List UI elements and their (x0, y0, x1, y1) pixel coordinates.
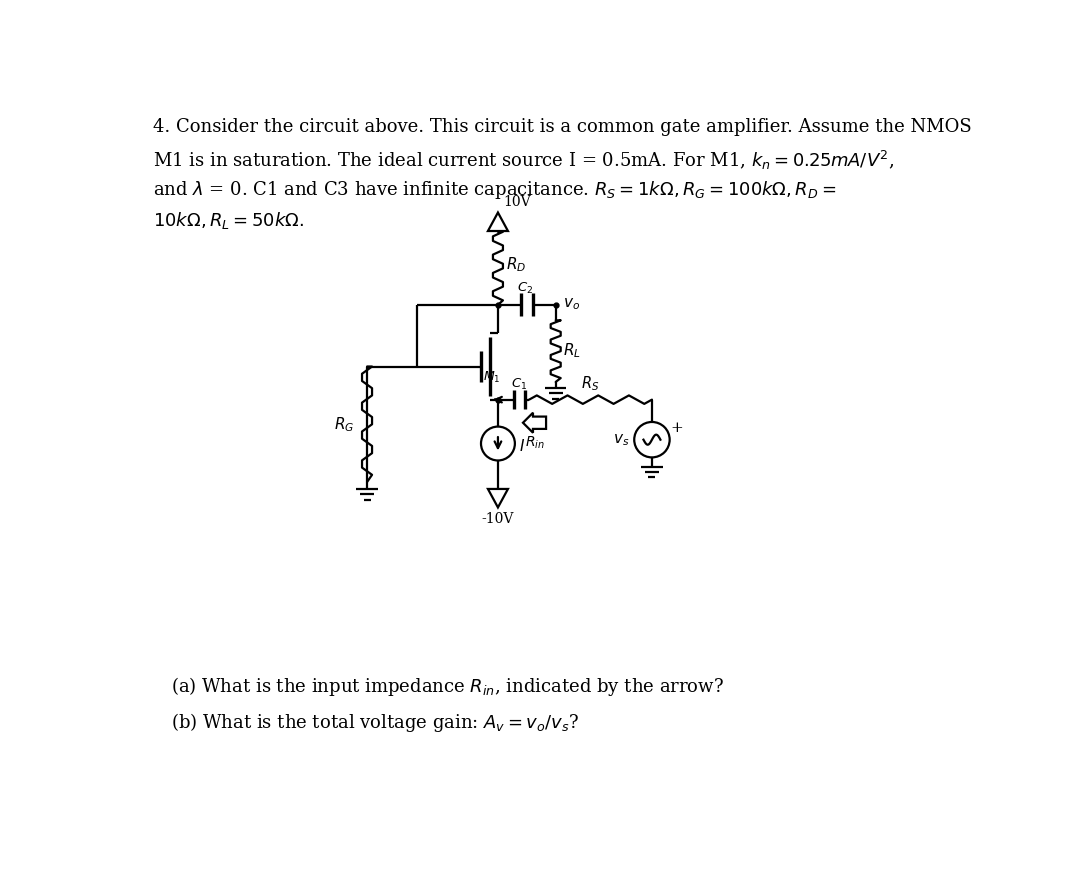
Text: (a) What is the input impedance $R_{in}$, indicated by the arrow?: (a) What is the input impedance $R_{in}$… (171, 674, 723, 698)
Text: $R_G$: $R_G$ (334, 415, 354, 434)
Text: -10V: -10V (482, 512, 514, 526)
Polygon shape (523, 413, 546, 433)
Text: $I$: $I$ (519, 438, 525, 454)
Text: $M_1$: $M_1$ (482, 370, 500, 385)
Text: 4. Consider the circuit above. This circuit is a common gate amplifier. Assume t: 4. Consider the circuit above. This circ… (153, 118, 972, 136)
Text: $R_D$: $R_D$ (506, 255, 526, 274)
Text: $R_S$: $R_S$ (582, 374, 600, 392)
Text: $v_o$: $v_o$ (562, 296, 579, 312)
Text: $C_2$: $C_2$ (517, 281, 534, 295)
Text: M1 is in saturation. The ideal current source I = 0.5mA. For M1, $k_n = 0.25mA/V: M1 is in saturation. The ideal current s… (153, 149, 894, 172)
Text: $v_s$: $v_s$ (614, 432, 630, 448)
Text: $C_1$: $C_1$ (511, 376, 527, 392)
Text: (b) What is the total voltage gain: $A_v = v_o/v_s$?: (b) What is the total voltage gain: $A_v… (171, 711, 579, 734)
Text: and $\lambda$ = 0. C1 and C3 have infinite capacitance. $R_S = 1k\Omega, R_G = 1: and $\lambda$ = 0. C1 and C3 have infini… (153, 179, 837, 202)
Text: $R_{in}$: $R_{in}$ (525, 434, 544, 450)
Text: $R_L$: $R_L$ (563, 342, 582, 360)
Text: $10k\Omega, R_L = 50k\Omega.$: $10k\Omega, R_L = 50k\Omega.$ (153, 211, 304, 231)
Text: 10V: 10V (504, 195, 531, 210)
Text: +: + (670, 421, 683, 435)
